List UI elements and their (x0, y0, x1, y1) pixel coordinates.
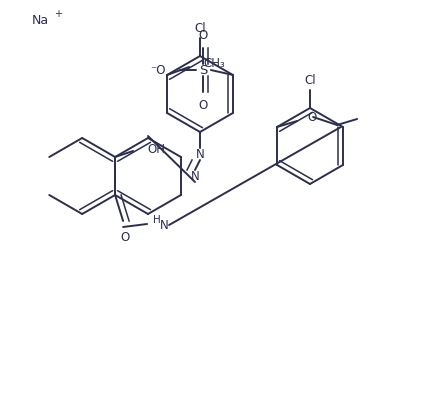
Text: H: H (153, 215, 161, 225)
Text: O: O (120, 230, 130, 243)
Text: S: S (199, 63, 207, 76)
Text: OH: OH (147, 143, 165, 156)
Text: N: N (191, 169, 199, 182)
Text: Cl: Cl (194, 22, 206, 35)
Text: ⁻O: ⁻O (150, 63, 166, 76)
Text: CH₃: CH₃ (203, 56, 225, 69)
Text: Cl: Cl (304, 74, 316, 87)
Text: Na: Na (32, 13, 49, 26)
Text: O: O (198, 98, 208, 112)
Text: N: N (196, 147, 204, 160)
Text: +: + (54, 9, 62, 19)
Text: N: N (160, 219, 168, 232)
Text: O: O (307, 110, 316, 123)
Text: O: O (198, 28, 208, 41)
